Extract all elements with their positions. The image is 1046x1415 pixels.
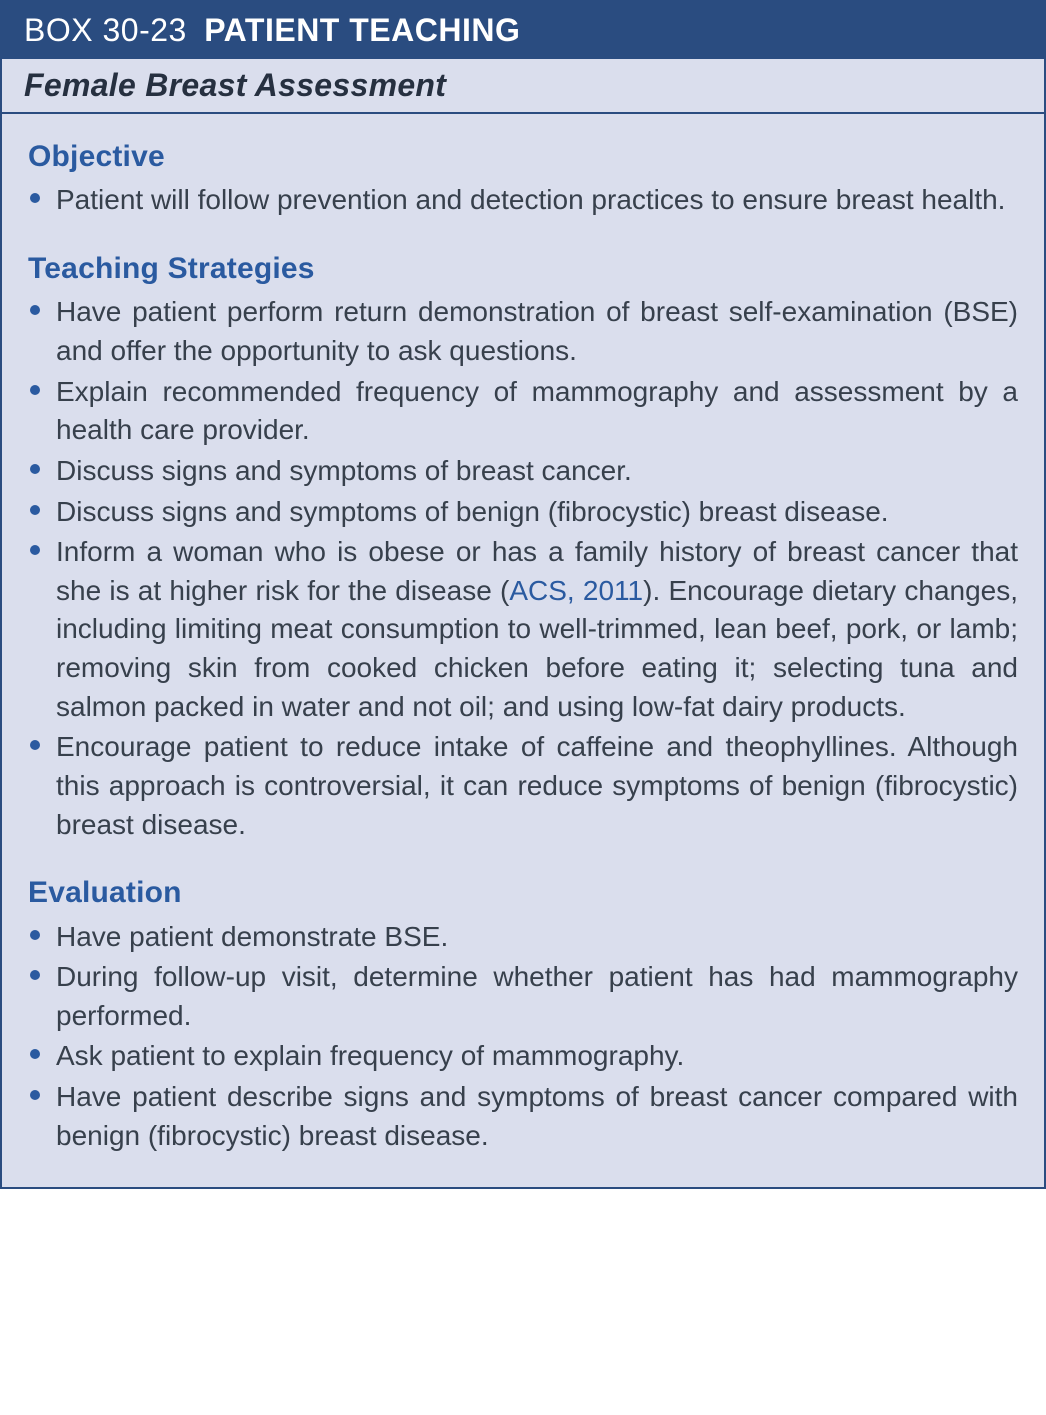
list-item: Have patient demonstrate BSE. xyxy=(28,918,1018,957)
section-heading: Evaluation xyxy=(28,872,1018,913)
section: Teaching StrategiesHave patient perform … xyxy=(28,248,1018,844)
list-item: Ask patient to explain frequency of mamm… xyxy=(28,1037,1018,1076)
list-item: Have patient perform return demonstratio… xyxy=(28,293,1018,370)
bullet-list: Have patient demonstrate BSE.During foll… xyxy=(28,918,1018,1156)
list-item: Patient will follow prevention and detec… xyxy=(28,181,1018,220)
list-item: Inform a woman who is obese or has a fam… xyxy=(28,533,1018,726)
teaching-box: BOX 30-23 PATIENT TEACHING Female Breast… xyxy=(0,0,1046,1189)
citation: ACS, 2011 xyxy=(509,575,643,606)
section: Objective Patient will follow prevention … xyxy=(28,136,1018,220)
list-item: Explain recommended frequency of mammogr… xyxy=(28,373,1018,450)
box-header: BOX 30-23 PATIENT TEACHING xyxy=(2,2,1044,59)
section: Evaluation Have patient demonstrate BSE.D… xyxy=(28,872,1018,1155)
box-title: PATIENT TEACHING xyxy=(204,12,520,48)
bullet-list: Have patient perform return demonstratio… xyxy=(28,293,1018,844)
list-item: Discuss signs and symptoms of breast can… xyxy=(28,452,1018,491)
box-body: Objective Patient will follow prevention … xyxy=(2,114,1044,1187)
list-item: Encourage patient to reduce intake of ca… xyxy=(28,728,1018,844)
list-item: Have patient describe signs and symptoms… xyxy=(28,1078,1018,1155)
section-heading: Objective xyxy=(28,136,1018,177)
section-heading: Teaching Strategies xyxy=(28,248,1018,289)
box-number: BOX 30-23 xyxy=(24,12,187,48)
bullet-list: Patient will follow prevention and detec… xyxy=(28,181,1018,220)
box-subtitle: Female Breast Assessment xyxy=(2,59,1044,114)
list-item: During follow-up visit, determine whethe… xyxy=(28,958,1018,1035)
list-item: Discuss signs and symptoms of benign (fi… xyxy=(28,493,1018,532)
